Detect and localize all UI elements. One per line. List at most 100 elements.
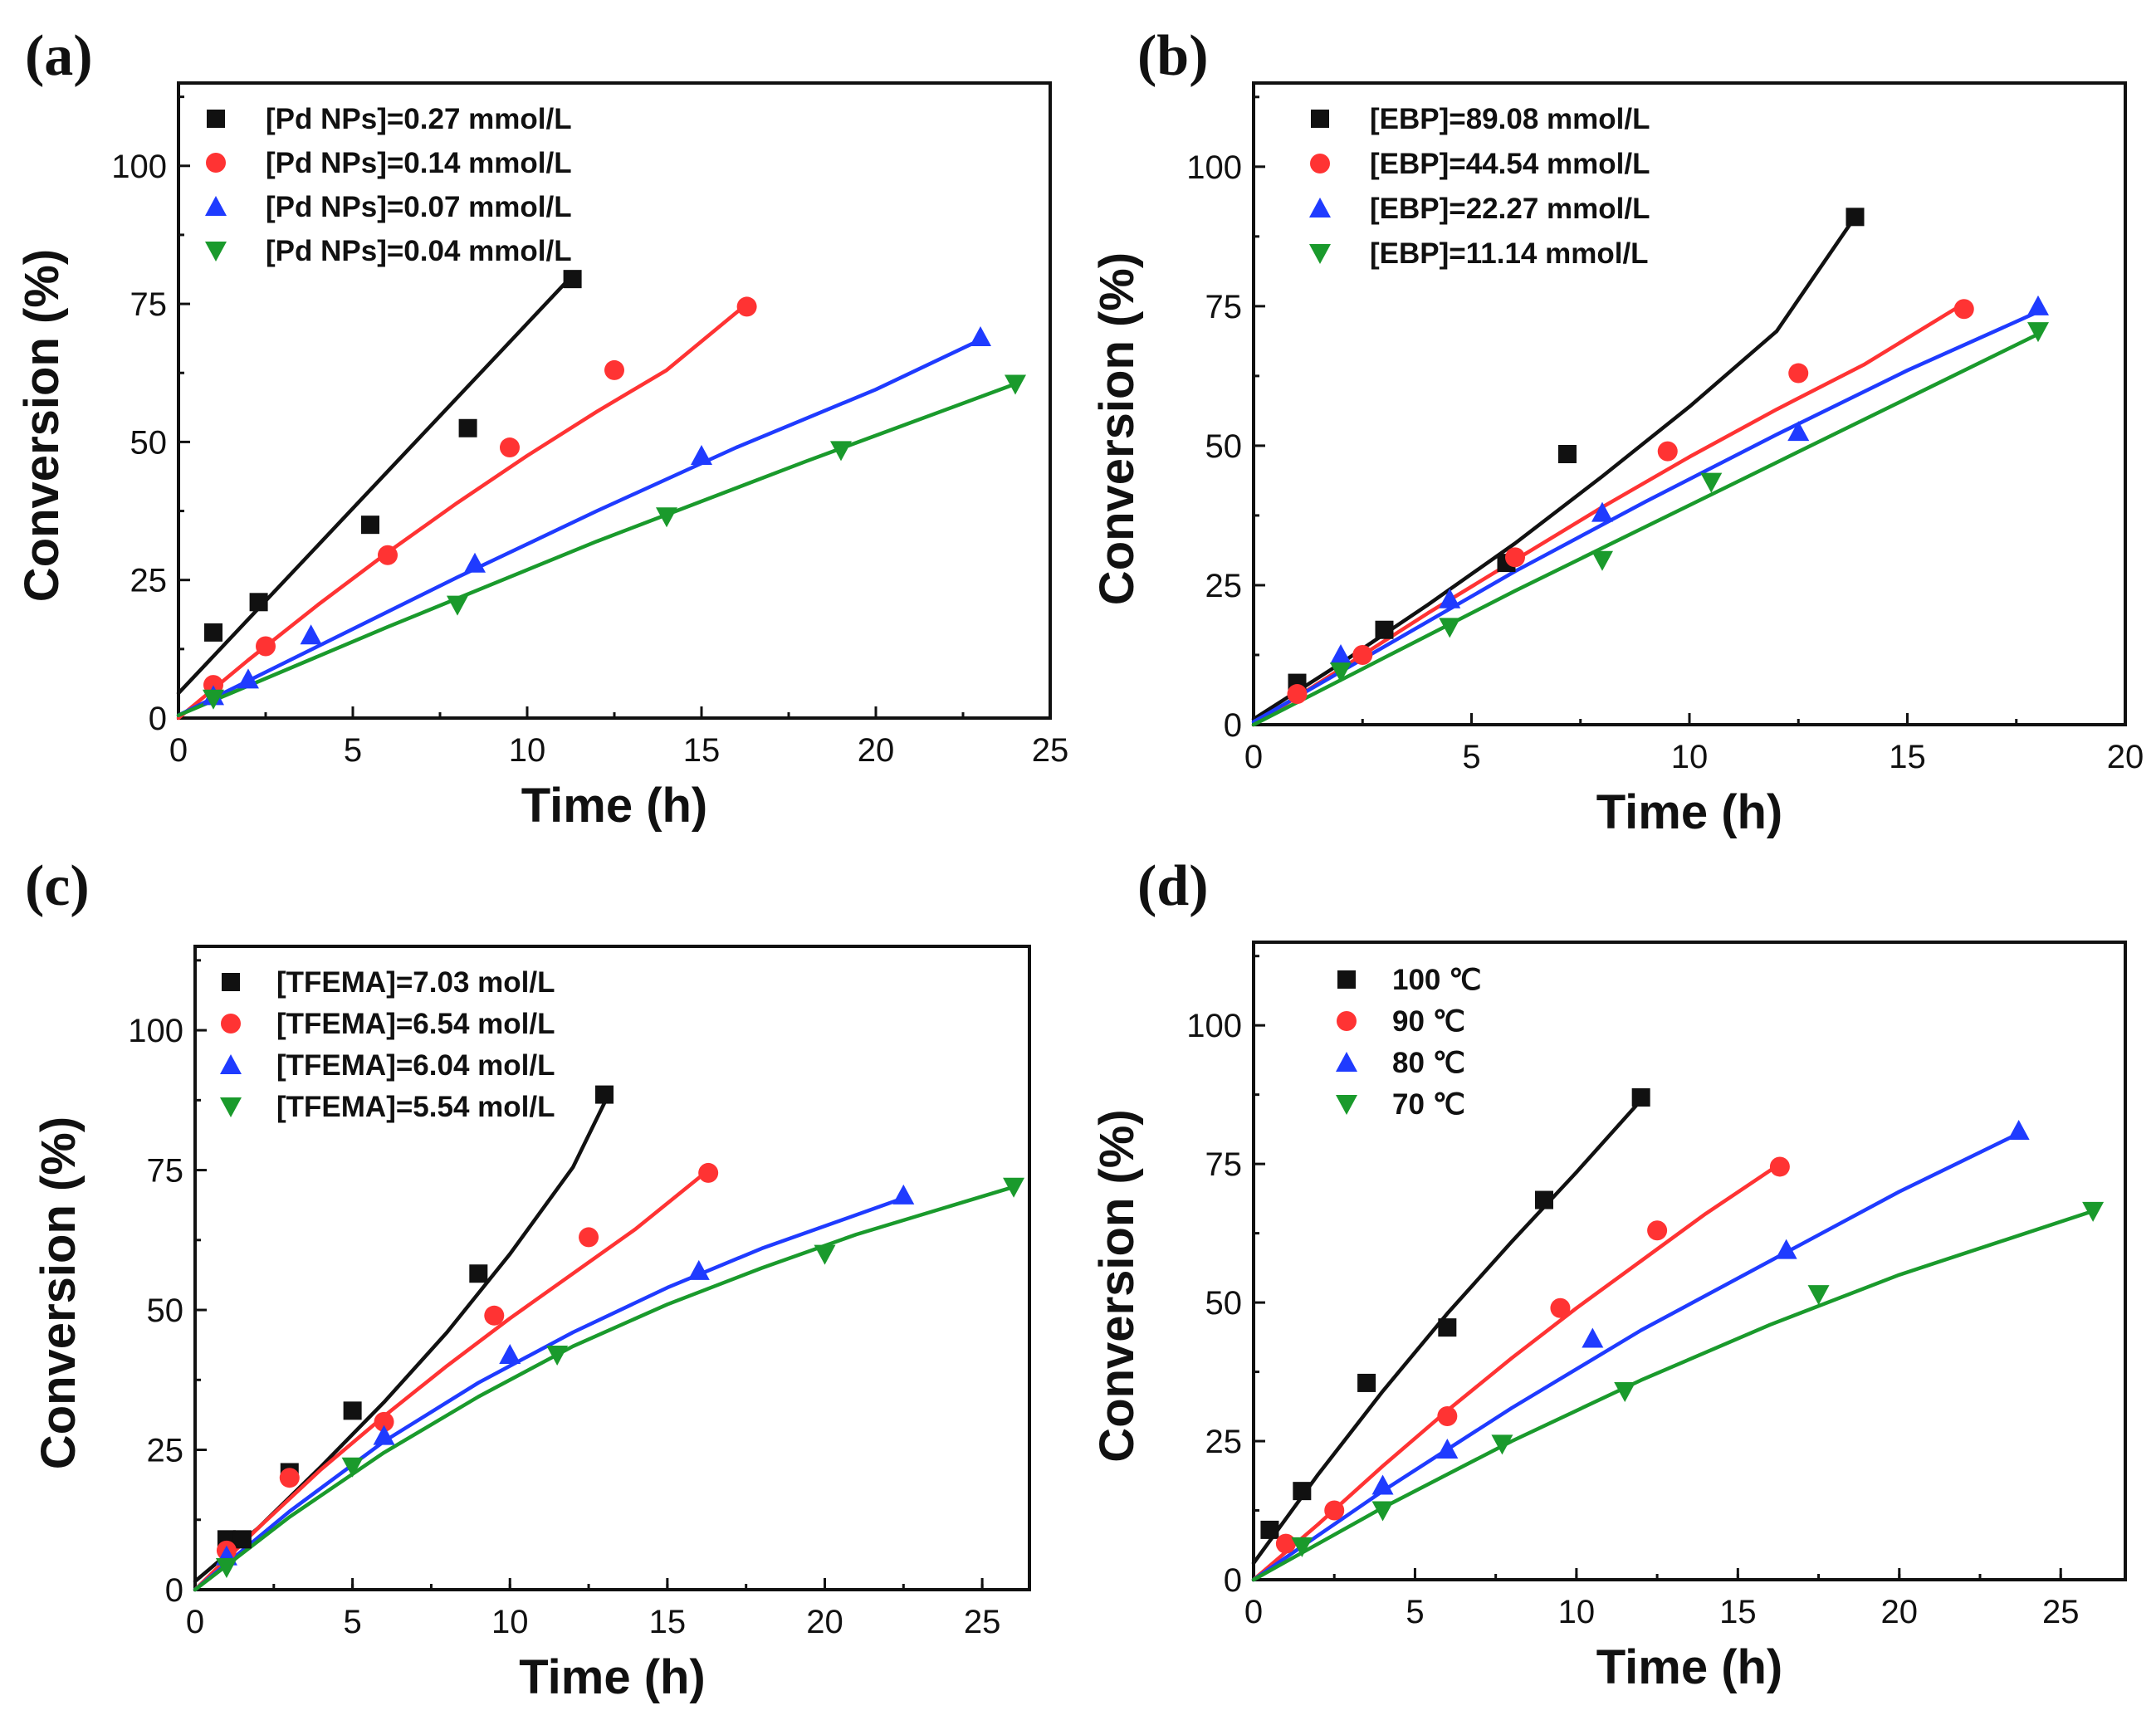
panel-c-y-tick-label: 100 [128,1013,183,1049]
panel-a-series-2-point [604,359,624,380]
panel-c-series-4-point [1003,1177,1025,1198]
panel-c-series-2-point [374,1411,394,1432]
panel-c-plot-frame [193,945,1031,1591]
panel-a-series-2-point [378,545,398,565]
panel-b-series-4-point [1330,662,1352,683]
panel-b-legend-marker-4 [1309,244,1331,264]
panel-c-series-2-point [698,1162,719,1183]
panel-c-series-4-point [215,1558,237,1579]
panel-c-series-3-point [499,1343,521,1364]
panel-c-series-4-point [814,1244,836,1265]
panel-d-x-tick-label: 20 [1881,1594,1919,1630]
panel-b-x-tick-label: 10 [1671,739,1709,775]
panel-d-series-4-point [1371,1501,1394,1522]
panel-a-letter: (a) [25,24,93,88]
panel-a-y-tick-label: 100 [111,149,167,185]
panel-a-series-3-point [237,668,259,689]
panel-b-series-1-point [1375,620,1394,639]
panel-a-series-1-point [361,516,379,535]
panel-b-series-2-point [1505,547,1525,568]
panel-d-series-1-point [1293,1482,1312,1501]
panel-c-y-axis-title: Conversion (%) [32,1117,86,1469]
panel-a-series-2-point [736,296,757,317]
panel-d-series-3-point [1582,1327,1604,1348]
panel-b-y-tick-label: 25 [1205,568,1243,604]
panel-b-series-2-point [1657,441,1678,462]
panel-c-fit-line-1 [193,1101,607,1584]
panel-c-legend-label-1: [TFEMA]=7.03 mol/L [276,966,555,999]
panel-a: (a) 0 5 10 15 20 25 0 25 50 75 100 Time (h) Conversio… [15,24,1068,833]
panel-c-legend-marker-4 [220,1097,242,1117]
panel-b-series-4-point [1700,472,1723,493]
panel-c-legend-marker-1 [222,973,240,991]
panel-a-x-tick-label: 10 [509,732,546,769]
panel-a-series-4-point [830,441,852,462]
panel-c-series-3-point [687,1259,710,1280]
panel-b-y-tick-label: 50 [1205,428,1243,465]
panel-d-plot-frame [1252,941,2127,1581]
panel-c-series-4-point [546,1345,569,1366]
panel-a-series-1-point [204,623,222,642]
panel-a-y-tick-label: 75 [130,286,168,323]
panel-b-series-2-point [1788,363,1809,384]
panel-c-series-2-point [579,1227,599,1248]
panel-b-legend-marker-2 [1310,154,1330,173]
panel-b: (b) 0 5 10 15 20 0 25 50 75 100 Time (h) Conversion … [1090,24,2144,839]
panel-a-series-3-point [464,552,486,573]
panel-d-legend-label-4: 70 ℃ [1392,1088,1465,1121]
panel-c-series-1-point [469,1264,488,1283]
panel-d-series-2-point [1437,1405,1458,1426]
panel-d-letter: (d) [1137,854,1209,918]
panel-b-letter: (b) [1137,24,1209,88]
panel-d-series-4-point [1291,1537,1313,1557]
panel-c-x-tick-label: 5 [343,1604,361,1640]
panel-d-legend-label-2: 90 ℃ [1392,1005,1465,1038]
panel-d-fit-line-1 [1251,1098,1643,1566]
panel-d-series-4-point [1807,1285,1830,1306]
panel-a-legend-label-1: [Pd NPs]=0.27 mmol/L [266,103,572,135]
panel-a-legend-label-2: [Pd NPs]=0.14 mmol/L [266,147,572,179]
panel-a-x-tick-label: 5 [344,732,362,769]
panel-d-series-1-point [1357,1373,1376,1392]
panel-c-legend-marker-2 [221,1014,241,1034]
panel-b-y-tick-label: 75 [1205,289,1243,325]
panel-c-series-3-point [892,1184,915,1205]
panel-b-y-axis-title: Conversion (%) [1090,252,1144,605]
panel-d-fit-line-3 [1251,1131,2021,1582]
panel-a-fit-line-4 [176,382,1018,717]
panel-d-legend-marker-2 [1337,1011,1357,1031]
panel-a-y-tick-label: 25 [130,563,168,599]
panel-b-series-3-point [1787,421,1810,442]
panel-c-y-tick-label: 0 [165,1572,183,1609]
panel-d-legend-marker-3 [1336,1052,1357,1072]
panel-b-legend-label-4: [EBP]=11.14 mmol/L [1370,237,1649,270]
panel-c-legend-marker-3 [220,1054,242,1074]
panel-b-series-4-point [2027,322,2049,343]
panel-c-series-3-point [373,1424,395,1445]
panel-c-legend-label-2: [TFEMA]=6.54 mol/L [276,1008,555,1040]
panel-b-legend-marker-3 [1309,198,1331,217]
panel-c-letter: (c) [25,854,90,918]
panel-d-series-2-point [1647,1220,1668,1241]
panel-a-fit-line-3 [176,338,983,717]
panel-c-y-tick-label: 50 [147,1293,184,1329]
panel-b-legend-label-2: [EBP]=44.54 mmol/L [1370,148,1650,180]
panel-b-legend-label-1: [EBP]=89.08 mmol/L [1370,103,1650,135]
panel-d-legend-label-1: 100 ℃ [1392,964,1481,996]
panel-a-series-1-point [249,593,268,612]
panel-a-series-1-point [458,418,477,437]
panel-a-series-2-point [256,636,276,657]
panel-d-y-tick-label: 0 [1224,1562,1242,1599]
panel-b-series-3-point [1330,643,1352,664]
panel-d-legend-marker-4 [1336,1095,1357,1115]
panel-c-y-tick-label: 75 [147,1153,184,1190]
panel-d-series-2-point [1550,1297,1571,1318]
panel-b-x-tick-label: 20 [2107,739,2144,775]
panel-a-fit-line-1 [176,276,571,696]
panel-c-fit-line-4 [193,1185,1016,1592]
panel-a-series-3-point [300,624,322,645]
panel-d-y-tick-label: 25 [1205,1424,1243,1460]
panel-b-x-tick-label: 5 [1462,739,1480,775]
panel-c-x-tick-label: 10 [491,1604,529,1640]
panel-c-fit-line-3 [193,1196,906,1592]
